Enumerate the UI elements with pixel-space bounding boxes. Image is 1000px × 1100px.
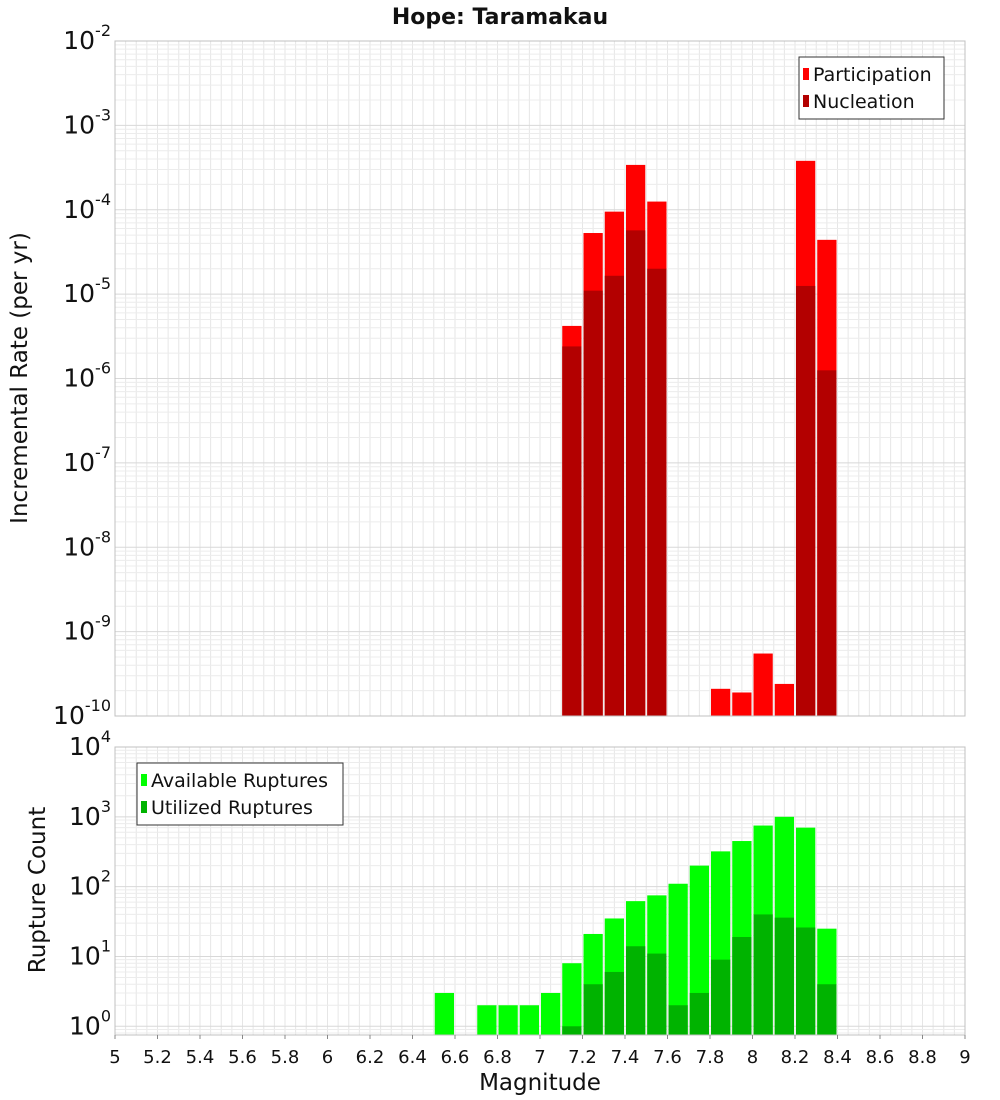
- count-bar: [689, 992, 709, 1035]
- x-tick-label: 6: [322, 1047, 333, 1068]
- count-bar: [626, 946, 646, 1035]
- rate-bar: [817, 370, 837, 716]
- rate-grid: [114, 41, 966, 717]
- rate-bar: [626, 230, 646, 716]
- count-panel-ylabel: Rupture Count: [25, 807, 51, 973]
- x-tick-label: 7.8: [696, 1047, 725, 1068]
- count-bar: [774, 917, 794, 1035]
- x-tick-label: 8.4: [823, 1047, 852, 1068]
- x-tick-label: 7.2: [568, 1047, 597, 1068]
- rate-panel: 10-10 10-9 10-8 10-7 10-6 10-5 10-4 10-3 10-2 Par…: [53, 21, 966, 730]
- count-bar: [562, 1026, 582, 1035]
- rate-bar: [774, 683, 794, 716]
- rate-bar: [583, 290, 603, 716]
- count-ytick-label: 101: [69, 936, 111, 970]
- count-bar: [604, 971, 624, 1035]
- rate-panel-ylabel: Incremental Rate (per yr): [7, 232, 33, 524]
- x-axis-label: Magnitude: [479, 1070, 601, 1096]
- count-ytick-label: 104: [69, 727, 111, 761]
- x-tick-label: 5.6: [228, 1047, 257, 1068]
- rate-ytick-label: 10-6: [63, 359, 111, 393]
- count-bar: [753, 914, 773, 1035]
- x-tick-label: 5.4: [186, 1047, 215, 1068]
- x-tick-label: 8.6: [866, 1047, 895, 1068]
- x-tick-label: 7: [534, 1047, 545, 1068]
- count-ytick-label: 102: [69, 867, 111, 901]
- rate-ytick-label: 10-9: [63, 612, 111, 646]
- count-bar: [711, 959, 731, 1035]
- rate-bar: [796, 285, 816, 716]
- rate-ytick-label: 10-3: [63, 105, 111, 139]
- rate-legend-label: Nucleation: [813, 91, 915, 113]
- chart-title: Hope: Taramakau: [392, 5, 608, 30]
- count-legend: Available Ruptures Utilized Ruptures: [136, 762, 344, 826]
- count-bar: [562, 963, 582, 1035]
- rate-legend-swatch: [803, 95, 809, 107]
- count-bar: [796, 927, 816, 1035]
- x-tick-label: 6.8: [483, 1047, 512, 1068]
- rate-bar: [604, 275, 624, 716]
- rate-bar: [711, 688, 731, 716]
- count-bar: [817, 984, 837, 1035]
- count-bar: [434, 992, 454, 1035]
- rate-bar: [732, 692, 752, 716]
- count-bar: [583, 984, 603, 1035]
- rate-legend-swatch: [803, 68, 809, 80]
- count-legend-box: [136, 762, 344, 826]
- count-bar: [689, 865, 709, 1035]
- count-legend-label: Available Ruptures: [151, 770, 328, 792]
- x-tick-label: 8.2: [781, 1047, 810, 1068]
- x-tick-label: 9: [959, 1047, 970, 1068]
- rate-ytick-label: 10-7: [63, 443, 111, 477]
- x-tick-label: 8: [747, 1047, 758, 1068]
- x-tick-label: 5.2: [143, 1047, 172, 1068]
- rate-legend-label: Participation: [813, 64, 932, 86]
- count-ytick-label: 100: [69, 1006, 111, 1040]
- x-tick-label: 6.6: [441, 1047, 470, 1068]
- count-bar: [498, 1005, 518, 1035]
- count-legend-swatch: [141, 774, 147, 786]
- rate-frame: [114, 40, 966, 717]
- count-panel: 100 101 102 103 104 Available Ruptures Utilize…: [69, 727, 971, 1068]
- count-bar: [647, 953, 667, 1035]
- x-tick-label: 6.4: [398, 1047, 427, 1068]
- rate-legend: Participation Nucleation: [798, 56, 945, 120]
- x-tick-label: 5: [109, 1047, 120, 1068]
- x-tick-label: 5.8: [271, 1047, 300, 1068]
- x-axis-ticks: 5 5.2 5.4 5.6 5.8 6 6.2 6.4 6.6 6.8 7 7.2 7.4 7.6 7.8 8…: [109, 1035, 971, 1068]
- rate-ytick-label: 10-8: [63, 527, 111, 561]
- rate-bar: [647, 268, 667, 716]
- rate-series-1: [562, 230, 837, 716]
- x-tick-label: 7.6: [653, 1047, 682, 1068]
- count-legend-label: Utilized Ruptures: [151, 797, 313, 819]
- rate-bar: [562, 346, 582, 716]
- count-bar: [519, 1005, 539, 1035]
- rate-ytick-label: 10-4: [63, 190, 111, 224]
- count-ytick-label: 103: [69, 797, 111, 831]
- rate-ytick-label: 10-5: [63, 274, 111, 308]
- rate-ytick-label: 10-10: [53, 696, 111, 730]
- count-bar: [668, 1005, 688, 1035]
- count-bar: [477, 1005, 497, 1035]
- x-tick-label: 7.4: [611, 1047, 640, 1068]
- rate-bar: [753, 653, 773, 716]
- count-legend-swatch: [141, 801, 147, 813]
- count-bar: [668, 883, 688, 1035]
- rate-ytick-label: 10-2: [63, 21, 111, 55]
- count-bar: [732, 936, 752, 1035]
- count-bar: [541, 992, 561, 1035]
- x-tick-label: 6.2: [356, 1047, 385, 1068]
- rate-legend-box: [798, 56, 945, 120]
- count-series-1: [562, 914, 837, 1035]
- x-tick-label: 8.8: [908, 1047, 937, 1068]
